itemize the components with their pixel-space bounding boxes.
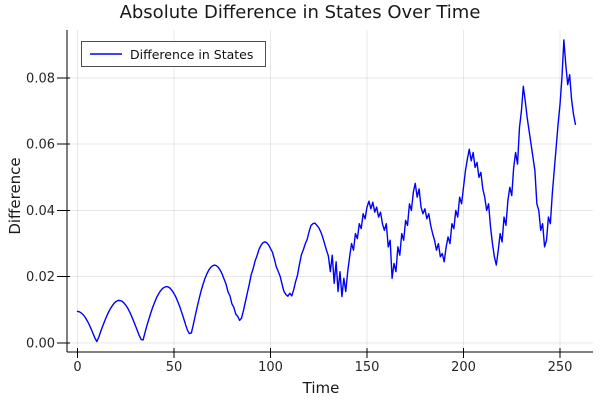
series-line [76, 39, 577, 343]
x-axis-title: Time [302, 379, 340, 397]
x-tick-label: 100 [258, 360, 283, 375]
chart-title: Absolute Difference in States Over Time [119, 2, 481, 23]
y-axis-title: Difference [6, 157, 24, 235]
y-tick-label: 0.02 [26, 270, 55, 285]
x-tick-label: 50 [166, 360, 183, 375]
legend-label: Difference in States [130, 46, 254, 62]
legend-line-sample [90, 53, 122, 55]
y-tick-label: 0.00 [26, 336, 55, 351]
y-tick-label: 0.04 [26, 204, 55, 219]
x-tick-label: 0 [73, 360, 81, 375]
x-tick-label: 250 [548, 360, 573, 375]
y-tick-label: 0.08 [26, 72, 55, 87]
x-tick-label: 200 [451, 360, 476, 375]
y-tick-label: 0.06 [26, 138, 55, 153]
legend: Difference in States [81, 41, 267, 67]
x-tick-label: 150 [355, 360, 380, 375]
